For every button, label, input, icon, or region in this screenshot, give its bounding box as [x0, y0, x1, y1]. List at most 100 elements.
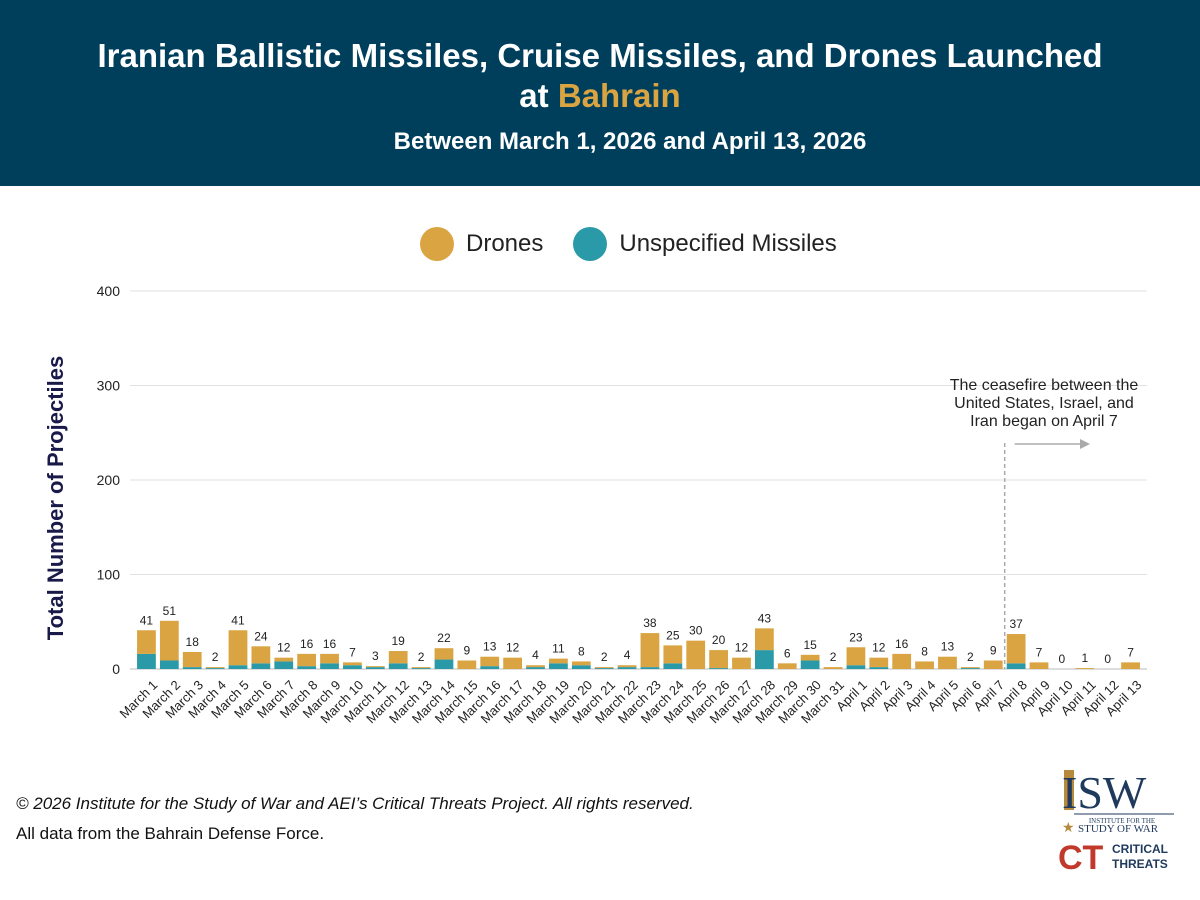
bar-missiles-12	[388, 663, 408, 669]
bar-drones-37	[960, 667, 980, 669]
bar-drones-40	[1029, 662, 1049, 669]
data-label-35: 8	[921, 644, 928, 658]
data-label-26: 20	[712, 633, 726, 647]
data-label-25: 30	[689, 624, 703, 638]
data-label-17: 12	[506, 641, 520, 655]
data-label-16: 13	[483, 640, 497, 654]
bar-missiles-24	[663, 663, 683, 669]
copyright-note: © 2026 Institute for the Study of War an…	[16, 794, 694, 813]
isw-logo: ISW INSTITUTE FOR THE STUDY OF WAR ★	[1062, 767, 1174, 834]
data-label-10: 7	[349, 645, 356, 659]
data-label-40: 7	[1036, 645, 1043, 659]
bar-missiles-9	[320, 663, 339, 669]
bar-missiles-18	[526, 667, 545, 669]
bar-drones-29	[777, 663, 797, 669]
bar-missiles-16	[480, 666, 500, 669]
legend-swatch-missiles	[573, 227, 608, 261]
bar-drones-15	[457, 660, 477, 669]
data-label-19: 11	[552, 642, 565, 656]
data-label-15: 9	[464, 643, 471, 657]
data-label-5: 41	[231, 613, 245, 627]
y-tick-label-300: 300	[97, 378, 121, 394]
ceasefire-annotation-line-3: Iran began on April 7	[970, 413, 1118, 430]
data-label-27: 12	[735, 641, 749, 655]
bar-drones-1	[137, 630, 156, 654]
bar-missiles-26	[709, 668, 728, 669]
star-icon: ★	[1062, 819, 1075, 834]
data-label-6: 24	[254, 629, 268, 643]
bar-drones-16	[480, 656, 500, 667]
bar-drones-11	[365, 666, 385, 668]
ct-logo-letters: CT	[1058, 839, 1104, 874]
bar-missiles-4	[205, 668, 225, 669]
y-tick-label-200: 200	[97, 472, 121, 488]
bar-drones-28	[754, 628, 774, 651]
data-label-22: 4	[624, 648, 631, 662]
data-label-39: 37	[1009, 617, 1023, 631]
bar-missiles-2	[159, 660, 179, 669]
bar-missiles-19	[549, 663, 568, 669]
bar-drones-24	[663, 645, 683, 664]
y-axis-label: Total Number of Projectiles	[43, 356, 68, 640]
bar-missiles-30	[800, 660, 820, 669]
isw-logo-sub2: STUDY OF WAR	[1078, 823, 1159, 834]
critical-threats-logo: CT CRITICAL THREATS	[1058, 839, 1168, 874]
bar-drones-21	[594, 667, 614, 669]
bar-missiles-11	[365, 667, 385, 669]
data-label-8: 16	[300, 637, 314, 651]
header-banner: Iranian Ballistic Missiles, Cruise Missi…	[0, 0, 1200, 186]
data-label-11: 3	[372, 649, 379, 663]
bar-drones-10	[343, 662, 362, 666]
data-label-23: 38	[643, 616, 657, 630]
data-label-31: 2	[830, 650, 837, 664]
data-label-34: 16	[895, 637, 909, 651]
data-label-41: 0	[1059, 652, 1066, 666]
bar-drones-26	[709, 650, 728, 669]
bar-missiles-13	[411, 668, 431, 669]
bar-drones-5	[228, 630, 248, 666]
data-label-14: 22	[437, 631, 451, 645]
isw-logo-pillar	[1064, 770, 1074, 810]
y-tick-label-100: 100	[97, 567, 121, 583]
data-label-12: 19	[392, 634, 406, 648]
bar-drones-32	[846, 647, 866, 666]
bar-missiles-5	[228, 665, 248, 669]
bar-drones-3	[182, 651, 202, 668]
bar-drones-27	[732, 657, 751, 669]
bar-drones-17	[503, 657, 523, 669]
isw-logo-sub1: INSTITUTE FOR THE	[1089, 817, 1155, 825]
data-label-43: 0	[1104, 652, 1111, 666]
ceasefire-annotation-line-2: United States, Israel, and	[954, 395, 1134, 412]
bar-drones-12	[388, 651, 408, 664]
bar-drones-36	[938, 656, 957, 669]
bar-drones-35	[915, 661, 934, 669]
bar-drones-14	[434, 648, 454, 660]
data-label-44: 7	[1127, 645, 1134, 659]
data-label-2: 51	[163, 604, 177, 618]
bar-drones-7	[274, 657, 294, 662]
bar-missiles-1	[137, 653, 156, 669]
bar-drones-20	[571, 661, 591, 666]
data-label-36: 13	[941, 640, 955, 654]
bar-missiles-32	[846, 665, 866, 669]
bar-missiles-7	[274, 661, 294, 669]
bar-drones-42	[1075, 668, 1095, 669]
data-label-37: 2	[967, 650, 974, 664]
bar-missiles-10	[343, 665, 362, 669]
bar-drones-33	[869, 657, 889, 668]
chart-subtitle: Between March 1, 2026 and April 13, 2026	[393, 128, 867, 155]
bar-drones-13	[411, 667, 431, 669]
y-tick-label-400: 400	[97, 283, 121, 299]
data-label-24: 25	[666, 628, 680, 642]
data-label-7: 12	[277, 641, 291, 655]
bar-drones-30	[800, 654, 820, 661]
data-label-42: 1	[1081, 651, 1088, 665]
bar-drones-19	[549, 658, 568, 664]
data-label-29: 6	[784, 646, 791, 660]
chart-title: Iranian Ballistic Missiles, Cruise Missi…	[40, 36, 1160, 116]
data-label-32: 23	[849, 630, 863, 644]
chart-legend: Drones Unspecified Missiles	[420, 226, 837, 262]
bar-drones-39	[1006, 634, 1026, 664]
ceasefire-annotation-line-1: The ceasefire between the	[950, 377, 1139, 394]
